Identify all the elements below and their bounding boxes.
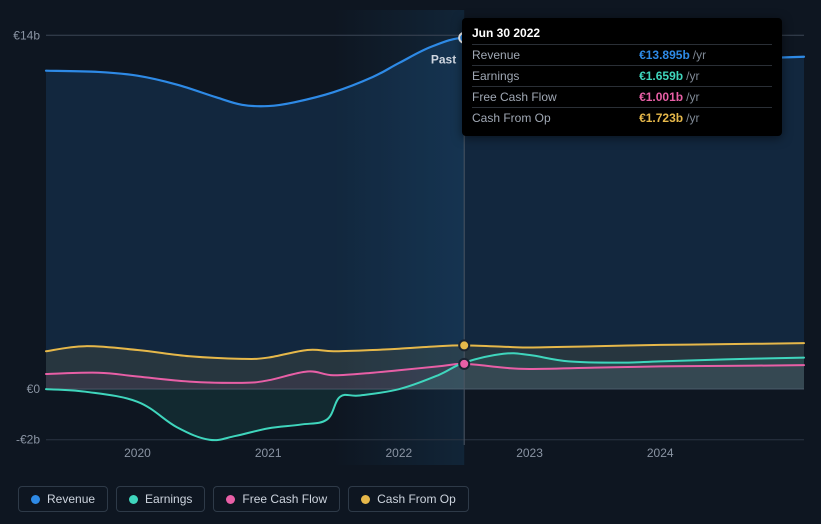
legend-swatch [361, 495, 370, 504]
tooltip-row: Free Cash Flow€1.001b/yr [472, 87, 772, 108]
legend-label: Free Cash Flow [242, 492, 327, 506]
y-tick-label: €0 [27, 382, 41, 396]
legend-item-revenue[interactable]: Revenue [18, 486, 108, 512]
legend-swatch [129, 495, 138, 504]
tooltip-title: Jun 30 2022 [472, 26, 772, 40]
tooltip-row-value: €1.659b/yr [629, 66, 772, 87]
legend-item-free_cash_flow[interactable]: Free Cash Flow [213, 486, 340, 512]
chart-legend: Revenue Earnings Free Cash Flow Cash From O… [18, 486, 469, 512]
tooltip-row: Earnings€1.659b/yr [472, 66, 772, 87]
legend-swatch [226, 495, 235, 504]
legend-swatch [31, 495, 40, 504]
tooltip-row-label: Free Cash Flow [472, 87, 629, 108]
tooltip-table: Revenue€13.895b/yrEarnings€1.659b/yrFree… [472, 44, 772, 128]
tooltip-row-value: €1.723b/yr [629, 108, 772, 129]
y-tick-label: €14b [13, 28, 40, 42]
x-tick-label: 2021 [255, 446, 282, 460]
x-tick-label: 2023 [516, 446, 543, 460]
legend-label: Cash From Op [377, 492, 456, 506]
tooltip-row-value: €13.895b/yr [629, 45, 772, 66]
legend-item-cash_from_op[interactable]: Cash From Op [348, 486, 469, 512]
tooltip-row-label: Revenue [472, 45, 629, 66]
tooltip-row-label: Cash From Op [472, 108, 629, 129]
legend-label: Earnings [145, 492, 192, 506]
cursor-marker-cash_from_op [459, 340, 469, 350]
tooltip-row-value: €1.001b/yr [629, 87, 772, 108]
legend-label: Revenue [47, 492, 95, 506]
tooltip-row: Revenue€13.895b/yr [472, 45, 772, 66]
chart-tooltip: Jun 30 2022 Revenue€13.895b/yrEarnings€1… [462, 18, 782, 136]
tooltip-row-label: Earnings [472, 66, 629, 87]
y-tick-label: -€2b [16, 433, 40, 447]
x-tick-label: 2020 [124, 446, 151, 460]
financials-chart: { "layout": { "width": 821, "height": 52… [0, 0, 821, 524]
cursor-marker-free_cash_flow [459, 359, 469, 369]
legend-item-earnings[interactable]: Earnings [116, 486, 205, 512]
past-label: Past [431, 52, 456, 66]
x-tick-label: 2022 [386, 446, 413, 460]
tooltip-row: Cash From Op€1.723b/yr [472, 108, 772, 129]
x-tick-label: 2024 [647, 446, 674, 460]
